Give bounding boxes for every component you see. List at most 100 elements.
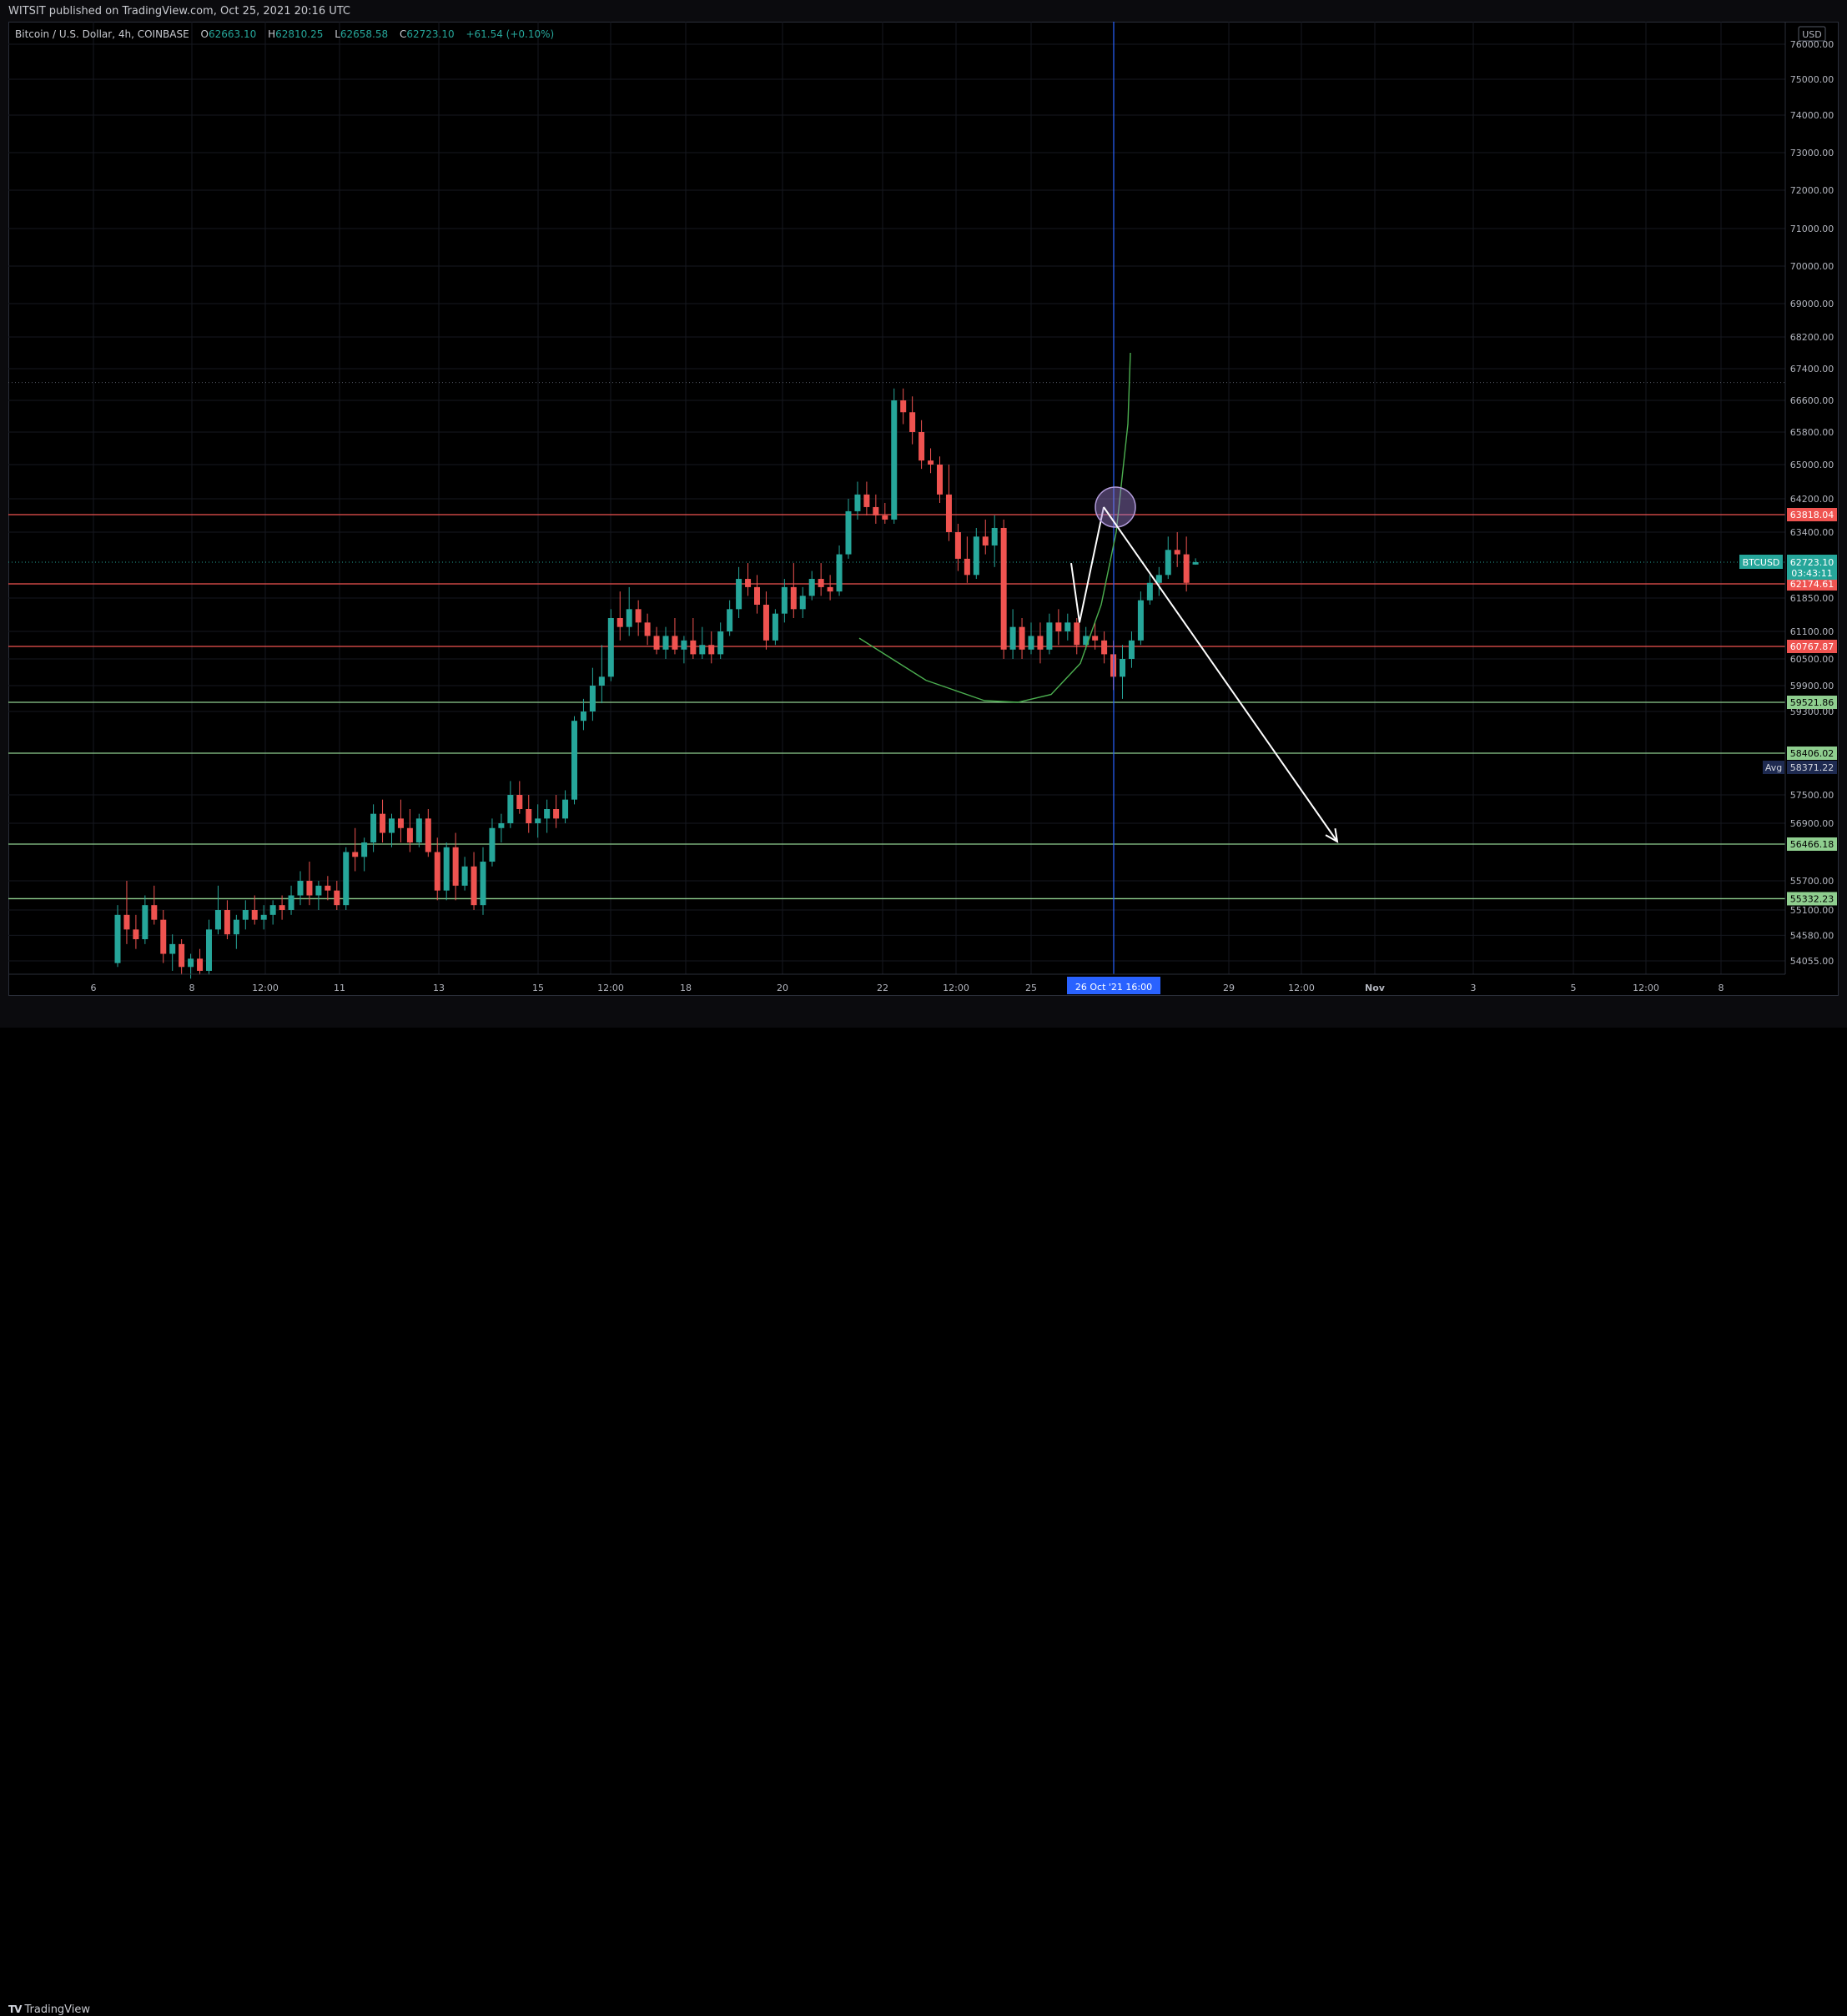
candle [1019,626,1025,650]
price-tick-label: 56900.00 [1790,818,1834,829]
price-line-label[interactable]: 59521.86 [1787,696,1837,709]
candle [1165,550,1171,576]
arrow-head-icon [1325,828,1339,843]
open-label: O [200,28,209,40]
candle [736,579,742,610]
candle [571,721,577,800]
candle [717,631,724,655]
candle [607,618,614,677]
price-line-label-box [1787,837,1837,851]
candle [1183,554,1190,583]
price-line-label[interactable]: 55332.23 [1787,892,1837,906]
candle [151,905,158,920]
candle [526,809,532,823]
time-tick-label: 29 [1223,983,1235,993]
candle [1155,575,1162,583]
candle [635,609,642,623]
candle [754,586,760,605]
candle [1037,636,1044,650]
candle [598,676,605,686]
candle [900,400,907,413]
candle [882,515,888,520]
cup-curve-drawing[interactable] [858,352,1131,703]
projection-arrow-drawing[interactable] [1103,506,1338,842]
price-line-label[interactable]: 62174.61 [1787,577,1837,591]
candle [544,809,551,819]
price-line-label[interactable]: 60767.87 [1787,640,1837,653]
time-tick-label: 12:00 [252,983,279,993]
price-line-label[interactable]: 63818.04 [1787,508,1837,521]
time-tick-label: 8 [1719,983,1724,993]
price-tick-label: 63400.00 [1790,527,1834,538]
candle [589,686,596,711]
candle [845,510,852,555]
candle [762,605,769,641]
candle [516,795,523,809]
time-tick-label: 5 [1571,983,1577,993]
candle [415,818,422,843]
target-circle-drawing[interactable] [1095,486,1136,528]
avg-value: 58371.22 [1790,762,1834,773]
currency-label: USD [1802,29,1822,40]
candle [945,494,952,532]
time-tick-label: 11 [334,983,345,993]
price-line-label[interactable]: 56466.18 [1787,837,1837,851]
currency-badge[interactable]: USD [1798,26,1826,42]
price-tick-label: 65000.00 [1790,460,1834,470]
price-line-label[interactable]: 58406.02 [1787,747,1837,760]
candle [617,618,623,627]
open-value: 62663.10 [208,28,257,40]
candle [279,905,285,910]
close-label: C [399,28,407,40]
avg-price-marker[interactable]: Avg 58371.22 [1763,761,1837,774]
candle [808,579,815,596]
candle [553,809,560,819]
horizontal-price-lines[interactable] [8,382,1785,900]
candle [269,905,276,915]
price-line-label-box [1787,696,1837,709]
candle [580,711,586,721]
high-label: H [268,28,276,40]
chart-pane[interactable] [8,22,1839,996]
candle [1120,659,1125,677]
candle [672,636,678,650]
time-tick-label: 20 [777,983,788,993]
candle [461,866,468,886]
symbol-tag: BTCUSD [1743,557,1780,568]
candle [626,609,632,627]
price-tick-label: 55700.00 [1790,876,1834,887]
price-tick-label: 67400.00 [1790,364,1834,375]
candle [854,494,861,511]
candle [160,919,167,954]
drawings[interactable] [858,22,1339,974]
candle [434,852,440,891]
zigzag-path-drawing[interactable] [1070,506,1105,623]
candle [297,881,304,896]
candle [242,910,249,920]
crosshair-time-label[interactable]: 26 Oct '21 16:00 [1067,977,1160,994]
candle [827,586,833,592]
candle [781,586,788,614]
tradingview-logo[interactable]: TV TradingView [8,2003,90,2016]
candle [114,914,121,963]
price-tick-label: 57500.00 [1790,790,1834,801]
candle [745,579,752,587]
avg-tag-box [1763,761,1784,774]
time-tick-label: 6 [91,983,97,993]
candle [206,929,212,971]
candle [452,847,459,886]
price-tick-label: 75000.00 [1790,74,1834,85]
candle [197,958,204,971]
candle [708,645,715,655]
price-tick-label: 76000.00 [1790,39,1834,50]
candle [1028,636,1034,650]
currency-badge-box [1798,26,1826,42]
bar-countdown: 03:43:11 [1791,568,1832,579]
time-axis[interactable]: 6 8 12:00 11 13 15 12:00 18 20 22 12:00 25 29 12:00 No… [8,973,1785,994]
time-tick-label: 8 [189,983,195,993]
price-tick-label: 70000.00 [1790,261,1834,272]
price-tick-label: 73000.00 [1790,148,1834,158]
